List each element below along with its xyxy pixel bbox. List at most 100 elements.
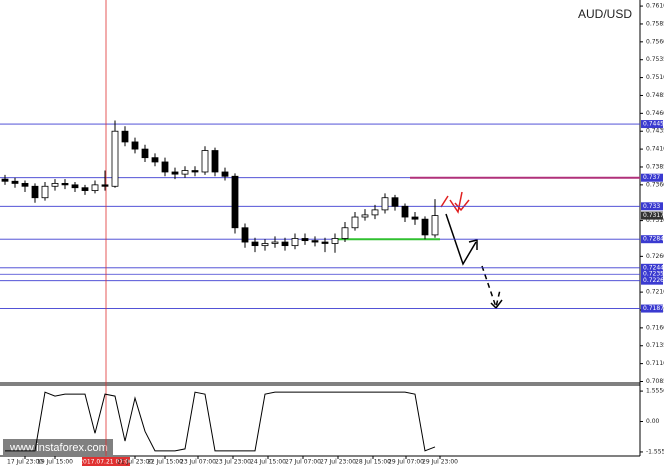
forecast-arrows: [440, 191, 503, 310]
candle: [281, 237, 289, 251]
y-tick-label: 0.7085: [646, 378, 664, 385]
candle-body: [261, 243, 269, 247]
level-box: [641, 276, 663, 285]
x-tick-label: 24 Jul 15:00: [250, 459, 286, 466]
candle-body: [421, 218, 429, 236]
candle-body: [91, 184, 99, 191]
candle: [391, 194, 399, 211]
x-tick-label: 29 Jul 23:00: [422, 459, 458, 466]
cursor-label: 2017.07.21 07:00: [79, 459, 133, 466]
candle: [241, 223, 249, 248]
candle-body: [11, 180, 19, 184]
forecast-arrow: [468, 239, 478, 250]
candle: [331, 233, 339, 253]
candle: [341, 222, 349, 243]
candle-body: [81, 187, 89, 191]
level-box: [641, 263, 663, 272]
candle-body: [221, 171, 229, 177]
forecast-arrow: [481, 265, 501, 310]
level-box: [641, 120, 663, 129]
level-label: 0.733: [643, 203, 660, 210]
candle: [151, 153, 159, 167]
candle-body: [321, 241, 329, 244]
y-tick-label: 0.7585: [646, 20, 664, 27]
level-label: 0.7187: [643, 305, 664, 312]
candle-body: [381, 197, 389, 211]
candle-body: [401, 205, 409, 218]
candle-body: [331, 238, 339, 244]
candle-body: [181, 170, 189, 175]
candle-body: [131, 141, 139, 150]
candle: [71, 181, 79, 192]
candle-body: [291, 238, 299, 247]
candle: [291, 233, 299, 250]
candle: [311, 236, 319, 247]
x-tick-label: 21 Jul 23:00: [117, 459, 153, 466]
candle: [21, 180, 29, 192]
watermark-text: www.instaforex.com: [9, 442, 108, 454]
candle-body: [231, 175, 239, 229]
candle: [301, 233, 309, 245]
candle-body: [51, 183, 59, 187]
level-box: [641, 270, 663, 279]
candle: [111, 120, 119, 188]
forecast-arrow: [454, 199, 470, 212]
candle-body: [341, 227, 349, 239]
candle: [381, 193, 389, 214]
candle-body: [431, 215, 439, 236]
candle-body: [21, 183, 29, 187]
candle-body: [1, 178, 9, 182]
candle-body: [351, 216, 359, 229]
level-label: 0.7235: [643, 271, 664, 278]
level-box: [641, 304, 663, 313]
candle-body: [281, 241, 289, 247]
y-tick-label: 0.7435: [646, 128, 664, 135]
candle-body: [111, 130, 119, 187]
y-tick-label: 0.7485: [646, 92, 664, 99]
indicator-line: [5, 391, 436, 452]
level-box: [641, 235, 663, 244]
candle: [221, 167, 229, 181]
candle: [11, 177, 19, 188]
candle: [361, 209, 369, 221]
y-tick-label: 0.7385: [646, 163, 664, 170]
candle: [211, 147, 219, 177]
x-tick-label: 27 Jul 23:00: [320, 459, 356, 466]
candle: [371, 204, 379, 220]
current-price-box: [641, 211, 663, 220]
candle: [61, 179, 69, 190]
x-tick-label: 29 Jul 07:00: [388, 459, 424, 466]
forecast-arrow: [490, 299, 503, 310]
candle-body: [31, 185, 39, 199]
candle-body: [411, 216, 419, 220]
forecast-arrow: [440, 195, 449, 208]
current-price-label: 0.7317: [643, 212, 664, 219]
candle-body: [311, 240, 319, 243]
candle: [431, 199, 439, 238]
candle-body: [101, 184, 109, 187]
x-tick-label: 19 Jul 15:00: [37, 459, 73, 466]
candle: [411, 212, 419, 225]
candle: [181, 166, 189, 178]
candle-body: [161, 161, 169, 173]
candle-body: [391, 197, 399, 207]
candle: [121, 126, 129, 147]
candle-body: [61, 183, 69, 186]
candle: [1, 174, 9, 185]
x-tick-label: 22 Jul 15:00: [147, 459, 183, 466]
chart-title: AUD/USD: [578, 7, 632, 21]
x-tick-label: 27 Jul 07:00: [285, 459, 321, 466]
candle: [321, 237, 329, 253]
candle: [31, 183, 39, 203]
candle-body: [251, 241, 259, 247]
level-label: 0.7284: [643, 236, 664, 243]
candle: [41, 181, 49, 201]
candle: [51, 179, 59, 191]
